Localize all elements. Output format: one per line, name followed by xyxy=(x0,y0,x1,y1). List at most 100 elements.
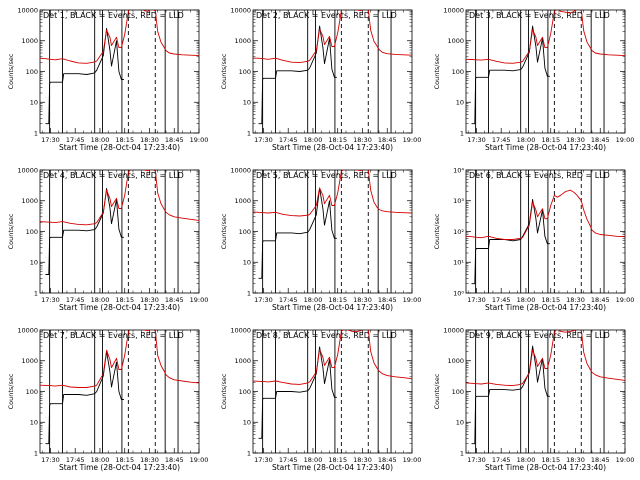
y-tick-label: 10¹ xyxy=(453,259,464,267)
x-tick-label: 18:30 xyxy=(353,296,372,304)
x-tick-label: 17:30 xyxy=(254,296,273,304)
series-line-lld xyxy=(40,10,199,64)
panel-title: Det 1, BLACK = Events, RED = LLD xyxy=(43,11,184,20)
x-tick-label: 18:30 xyxy=(566,456,585,464)
y-tick-label: 100 xyxy=(452,68,464,76)
y-axis-label: Counts/sec xyxy=(433,373,441,409)
x-tick-label: 18:45 xyxy=(165,136,184,144)
x-tick-label: 18:45 xyxy=(591,136,610,144)
y-tick-label: 10² xyxy=(453,228,464,236)
y-tick-label: 10⁴ xyxy=(453,166,464,174)
x-tick-label: 18:00 xyxy=(517,136,536,144)
y-tick-label: 100 xyxy=(239,388,251,396)
x-tick-label: 17:30 xyxy=(41,136,60,144)
chart-panel-9: Det 9, BLACK = Events, RED = LLD 1 10 100 10… xyxy=(433,326,634,472)
x-axis-label: Start Time (28-Oct-04 17:23:40) xyxy=(485,463,606,472)
x-tick-label: 18:30 xyxy=(140,456,159,464)
series-line-events xyxy=(258,187,337,279)
panel-title: Det 8, BLACK = Events, RED = LLD xyxy=(256,331,397,340)
y-tick-label: 1 xyxy=(460,129,464,137)
y-tick-label: 10 xyxy=(243,419,251,427)
x-tick-label: 19:00 xyxy=(616,296,635,304)
x-tick-label: 18:30 xyxy=(140,296,159,304)
x-tick-label: 17:45 xyxy=(492,296,511,304)
y-tick-label: 1 xyxy=(247,129,251,137)
x-tick-label: 18:30 xyxy=(566,296,585,304)
series-line-lld xyxy=(466,10,625,64)
y-axis-label: Counts/sec xyxy=(433,213,441,249)
x-tick-label: 18:30 xyxy=(353,456,372,464)
x-tick-label: 18:15 xyxy=(328,136,347,144)
x-tick-label: 18:00 xyxy=(91,136,110,144)
y-tick-label: 100 xyxy=(26,388,38,396)
x-tick-label: 17:30 xyxy=(41,456,60,464)
series-line-lld xyxy=(40,330,199,388)
y-tick-label: 1000 xyxy=(234,197,251,205)
x-axis-label: Start Time (28-Oct-04 17:23:40) xyxy=(485,303,606,312)
x-tick-label: 18:00 xyxy=(517,456,536,464)
x-tick-label: 18:45 xyxy=(378,136,397,144)
series-line-lld xyxy=(466,189,625,240)
y-axis-label: Counts/sec xyxy=(220,213,228,249)
x-axis-label: Start Time (28-Oct-04 17:23:40) xyxy=(272,463,393,472)
series-line-events xyxy=(471,199,550,285)
y-axis-label: Counts/sec xyxy=(7,53,15,89)
x-tick-label: 19:00 xyxy=(403,136,422,144)
panel-title: Det 4, BLACK = Events, RED = LLD xyxy=(43,171,184,180)
series-line-events xyxy=(45,28,124,125)
series-line-events xyxy=(258,346,337,439)
x-tick-label: 19:00 xyxy=(403,296,422,304)
y-tick-label: 10000 xyxy=(17,166,38,174)
x-tick-label: 19:00 xyxy=(403,456,422,464)
y-tick-label: 10000 xyxy=(443,326,464,334)
x-tick-label: 17:45 xyxy=(66,136,85,144)
x-tick-label: 18:15 xyxy=(115,456,134,464)
y-tick-label: 100 xyxy=(239,228,251,236)
series-line-lld xyxy=(40,170,199,226)
x-axis-label: Start Time (28-Oct-04 17:23:40) xyxy=(272,143,393,152)
y-tick-label: 100 xyxy=(452,388,464,396)
x-tick-label: 18:15 xyxy=(115,296,134,304)
y-tick-label: 10 xyxy=(456,419,464,427)
x-tick-label: 18:30 xyxy=(140,136,159,144)
x-tick-label: 18:00 xyxy=(517,296,536,304)
y-axis-label: Counts/sec xyxy=(7,213,15,249)
y-tick-label: 10 xyxy=(456,99,464,107)
y-tick-label: 10 xyxy=(243,259,251,267)
y-tick-label: 1000 xyxy=(447,37,464,45)
x-axis-label: Start Time (28-Oct-04 17:23:40) xyxy=(272,303,393,312)
y-tick-label: 1000 xyxy=(21,37,38,45)
x-tick-label: 17:45 xyxy=(279,296,298,304)
x-tick-label: 17:45 xyxy=(66,296,85,304)
y-tick-label: 10⁰ xyxy=(453,289,464,297)
y-tick-label: 10 xyxy=(30,99,38,107)
x-tick-label: 18:00 xyxy=(91,456,110,464)
x-tick-label: 19:00 xyxy=(190,296,209,304)
x-tick-label: 19:00 xyxy=(190,456,209,464)
y-tick-label: 10 xyxy=(243,99,251,107)
x-tick-label: 17:45 xyxy=(66,456,85,464)
y-tick-label: 10 xyxy=(30,419,38,427)
y-tick-label: 10000 xyxy=(17,6,38,14)
chart-panel-8: Det 8, BLACK = Events, RED = LLD 1 10 100 10… xyxy=(220,326,421,472)
x-tick-label: 19:00 xyxy=(190,136,209,144)
x-tick-label: 18:15 xyxy=(328,456,347,464)
panel-title: Det 7, BLACK = Events, RED = LLD xyxy=(43,331,184,340)
series-line-lld xyxy=(253,10,412,64)
chart-panel-5: Det 5, BLACK = Events, RED = LLD 1 10 100 10… xyxy=(220,166,421,312)
y-axis-label: Counts/sec xyxy=(220,373,228,409)
chart-panel-3: Det 3, BLACK = Events, RED = LLD 1 10 100 10… xyxy=(433,6,634,152)
x-tick-label: 17:45 xyxy=(279,456,298,464)
panel-title: Det 3, BLACK = Events, RED = LLD xyxy=(469,11,610,20)
x-tick-label: 17:30 xyxy=(254,136,273,144)
series-line-events xyxy=(471,25,550,125)
y-tick-label: 10³ xyxy=(453,197,464,205)
series-line-events xyxy=(45,351,124,445)
x-tick-label: 18:00 xyxy=(91,296,110,304)
x-tick-label: 18:00 xyxy=(304,456,323,464)
x-tick-label: 18:30 xyxy=(353,136,372,144)
y-tick-label: 10000 xyxy=(17,326,38,334)
y-tick-label: 1000 xyxy=(234,357,251,365)
y-tick-label: 1000 xyxy=(21,197,38,205)
